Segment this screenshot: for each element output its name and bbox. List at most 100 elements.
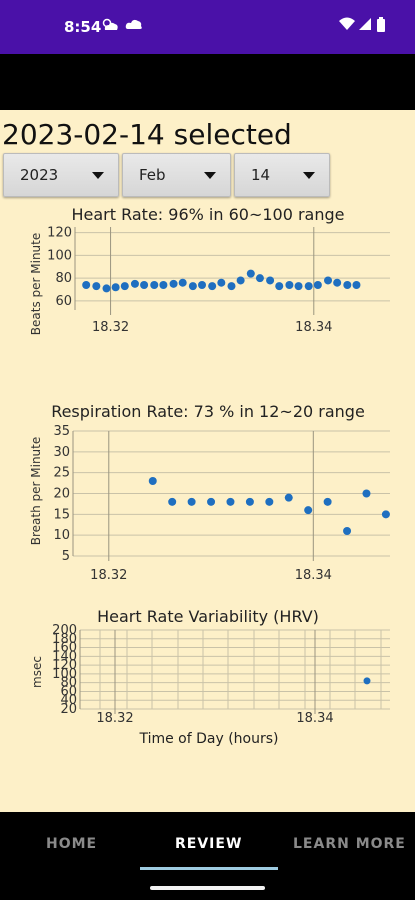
hrv-chart: Heart Rate Variability (HRV) msec Time o…: [30, 607, 390, 747]
tab-review[interactable]: REVIEW: [175, 836, 243, 852]
y-tick-label: 30: [53, 445, 70, 460]
y-tick-label: 20: [53, 487, 70, 502]
y-tick-label: 80: [55, 271, 72, 286]
x-tick-label: 18.32: [96, 711, 133, 726]
status-bar: 8:54: [0, 0, 415, 54]
y-axis-label: Beats per Minute: [29, 233, 43, 335]
data-point: [324, 276, 333, 285]
y-tick-label: 80: [60, 676, 77, 691]
review-content: 2023-02-14 selected 2023 Feb 14 Heart Ra…: [0, 110, 415, 812]
data-point: [304, 282, 313, 291]
y-tick-label: 10: [53, 528, 70, 543]
year-dropdown[interactable]: 2023: [3, 153, 119, 197]
data-point: [363, 677, 371, 685]
data-point: [168, 497, 177, 506]
day-dropdown[interactable]: 14: [234, 153, 330, 197]
data-point: [217, 278, 226, 287]
status-time: 8:54: [64, 18, 102, 36]
data-point: [352, 280, 361, 289]
month-value: Feb: [139, 166, 166, 184]
tab-learn-more[interactable]: LEARN MORE: [293, 836, 406, 852]
data-point: [92, 282, 101, 291]
y-tick-label: 35: [53, 424, 70, 439]
x-tick-label: 18.32: [90, 568, 127, 583]
y-tick-label: 60: [55, 294, 72, 309]
respiration-rate-chart: Respiration Rate: 73 % in 12~20 range Br…: [29, 402, 390, 583]
chevron-down-icon: [303, 172, 315, 179]
data-point: [169, 279, 178, 288]
x-axis-label: Time of Day (hours): [138, 731, 278, 747]
data-point: [130, 279, 139, 288]
data-point: [207, 497, 216, 506]
data-point: [313, 280, 322, 289]
weather-icon: [102, 18, 118, 30]
chart-title: Heart Rate Variability (HRV): [97, 607, 319, 626]
y-tick-label: 20: [60, 702, 77, 717]
data-point: [246, 269, 255, 278]
data-point: [208, 282, 217, 291]
data-point: [150, 280, 159, 289]
gesture-bar: [150, 886, 265, 890]
data-point: [245, 497, 254, 506]
data-point: [304, 506, 313, 515]
data-point: [159, 280, 168, 289]
y-tick-label: 100: [52, 667, 77, 682]
x-tick-label: 18.34: [296, 711, 333, 726]
chart-title: Heart Rate: 96% in 60~100 range: [71, 205, 344, 224]
y-tick-label: 60: [60, 684, 77, 699]
data-point: [148, 477, 157, 485]
y-axis-label: msec: [30, 656, 44, 688]
battery-icon: [377, 17, 385, 32]
data-point: [266, 276, 275, 285]
data-point: [255, 274, 264, 283]
data-point: [362, 489, 371, 498]
y-tick-label: 15: [53, 507, 70, 522]
day-value: 14: [251, 166, 271, 184]
data-point: [323, 497, 332, 506]
data-point: [111, 283, 120, 292]
year-value: 2023: [20, 166, 59, 184]
active-tab-indicator: [140, 867, 278, 870]
y-tick-label: 25: [53, 466, 70, 481]
heart-rate-chart: Heart Rate: 96% in 60~100 range Beats pe…: [29, 205, 390, 335]
data-point: [265, 497, 274, 506]
wifi-icon: [339, 17, 355, 30]
data-point: [198, 280, 207, 289]
y-tick-label: 140: [52, 649, 77, 664]
chart-title: Respiration Rate: 73 % in 12~20 range: [51, 402, 365, 421]
data-point: [294, 282, 303, 291]
data-point: [284, 493, 293, 502]
cloud-icon: [125, 19, 142, 29]
data-point: [187, 497, 196, 506]
y-axis-label: Breath per Minute: [29, 437, 43, 546]
data-point: [178, 278, 187, 287]
tab-home[interactable]: HOME: [46, 836, 98, 852]
y-tick-label: 120: [52, 658, 77, 673]
data-point: [188, 282, 197, 291]
x-tick-label: 18.32: [92, 320, 129, 335]
data-point: [285, 280, 294, 289]
x-tick-label: 18.34: [295, 320, 332, 335]
month-dropdown[interactable]: Feb: [122, 153, 231, 197]
data-point: [227, 282, 236, 291]
data-point: [102, 284, 111, 293]
app-bar: [0, 54, 415, 110]
data-point: [381, 510, 390, 519]
signal-icon: [359, 18, 371, 30]
selected-date-title: 2023-02-14 selected: [2, 118, 292, 151]
chevron-down-icon: [204, 172, 216, 179]
data-point: [236, 276, 245, 285]
chevron-down-icon: [92, 172, 104, 179]
data-point: [333, 278, 342, 287]
y-tick-label: 180: [52, 632, 77, 647]
y-tick-label: 5: [62, 549, 70, 564]
data-point: [275, 282, 284, 291]
data-point: [226, 497, 235, 506]
bottom-nav: HOME REVIEW LEARN MORE: [0, 812, 415, 900]
data-point: [140, 280, 149, 289]
data-point: [343, 280, 352, 289]
data-point: [82, 280, 91, 289]
y-tick-label: 120: [47, 226, 72, 241]
x-tick-label: 18.34: [295, 568, 332, 583]
y-tick-label: 160: [52, 641, 77, 656]
